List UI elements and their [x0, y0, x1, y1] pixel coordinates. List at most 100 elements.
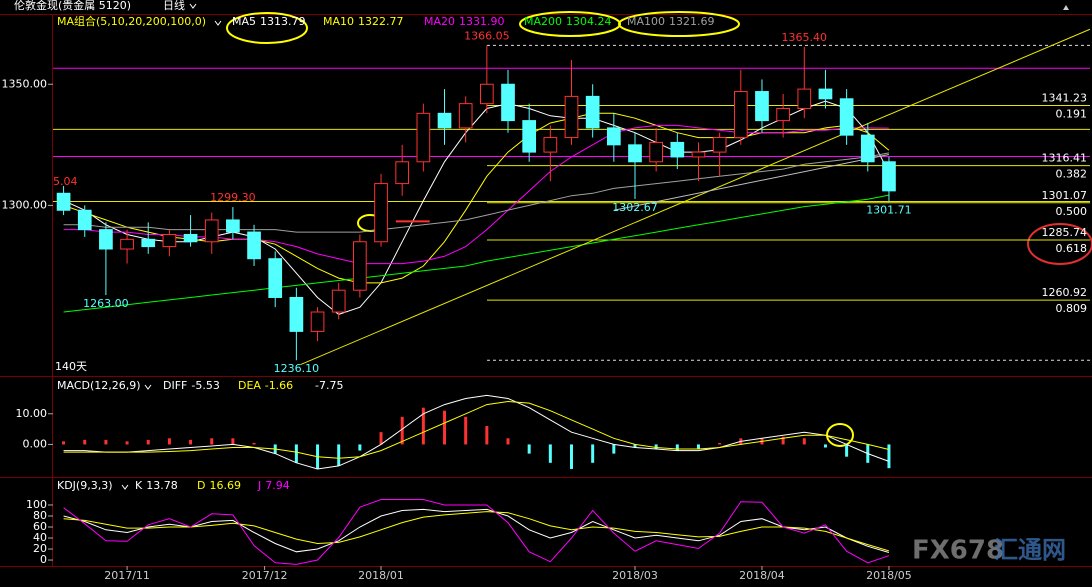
candle-body: [268, 258, 283, 298]
candle-body: [818, 88, 833, 100]
candle-body: [120, 238, 134, 250]
ma-legend-part: 1304.24: [566, 15, 612, 28]
price-label: 1263.00: [83, 297, 129, 310]
kdj-line: [63, 511, 890, 552]
candle-body: [416, 112, 431, 163]
y-tick-label: 40: [33, 531, 47, 544]
candle-body: [691, 151, 706, 158]
kdj-legend: K 13.78: [135, 479, 178, 492]
ma-line: [63, 124, 889, 265]
macd-line: [63, 394, 890, 470]
kdj-line: [63, 499, 890, 565]
kdj-legend-part: 7.94: [265, 479, 290, 492]
y-tick-label: 100: [26, 498, 47, 511]
price-label: 1299.30: [210, 191, 256, 204]
candle-body: [860, 134, 875, 163]
candle-body: [755, 91, 769, 122]
price-label: 1301.71: [866, 203, 912, 216]
candle-body: [162, 233, 177, 248]
candle-body: [310, 311, 325, 332]
fib-value: 1316.41: [1042, 152, 1088, 165]
watermark-brand: FX678: [912, 536, 1004, 566]
macd-legend: DEA -1.66: [238, 379, 293, 392]
candle-body: [99, 229, 113, 250]
candle-body: [882, 161, 896, 192]
price-label: 1236.10: [274, 362, 320, 375]
price-label: 1365.40: [782, 31, 828, 44]
y-tick-label: 0.00: [23, 437, 48, 450]
watermark-name: 汇通网: [994, 536, 1066, 564]
kdj-line: [63, 508, 890, 553]
candle-body: [606, 127, 621, 146]
ma-legend: MA200 1304.24: [524, 15, 612, 28]
edge-label: 5.04: [53, 175, 78, 188]
x-tick-label: 2017/11: [104, 569, 150, 582]
dropdown-icon[interactable]: [189, 3, 197, 9]
trendline: [300, 28, 1091, 366]
candle-body: [226, 219, 240, 233]
candle-body: [585, 95, 600, 129]
ma-line: [63, 194, 889, 313]
candle-body: [776, 107, 790, 122]
candle-body: [458, 103, 473, 129]
kdj-title: KDJ(9,3,3): [57, 479, 113, 492]
kdj-legend-part: K: [135, 479, 143, 492]
trendline: [613, 154, 890, 211]
candle-body: [797, 88, 812, 109]
fib-ratio: 0.191: [1056, 108, 1088, 121]
ma-title[interactable]: MA组合(5,10,20,200,100,0): [57, 14, 206, 28]
candle-body: [670, 141, 685, 158]
candle-body: [331, 289, 346, 313]
y-tick-label: 0: [40, 553, 47, 566]
x-tick-label: 2018/03: [612, 569, 658, 582]
candle-body: [204, 219, 219, 243]
candle-body: [479, 83, 494, 105]
y-tick-label: 20: [33, 542, 47, 555]
candle-body: [628, 144, 642, 163]
y-tick-label: 10.00: [16, 407, 48, 420]
fib-ratio: 0.500: [1056, 205, 1088, 218]
candle-body: [183, 233, 198, 243]
x-tick-label: 2018/01: [358, 569, 404, 582]
kdj-legend: D 16.69: [197, 479, 241, 492]
macd-latest: -7.75: [315, 379, 343, 392]
ma-legend-part: MA10: [323, 15, 354, 28]
kdj-legend: J 7.94: [257, 479, 290, 492]
price-label: 1366.05: [464, 29, 510, 42]
candle-body: [353, 241, 367, 291]
ma-legend-part: 1321.69: [669, 15, 715, 28]
macd-title: MACD(12,26,9): [57, 379, 141, 392]
candle-body: [649, 141, 664, 163]
candle-body: [247, 231, 261, 260]
y-tick-label: 80: [33, 509, 47, 522]
candle-body: [437, 112, 452, 129]
macd-line: [63, 400, 890, 459]
y-tick-label: 1350.00: [2, 77, 48, 90]
macd-legend-part: DIFF: [163, 379, 187, 392]
ma-legend: MA20 1331.90: [424, 15, 505, 28]
macd-legend-part: -1.66: [265, 379, 293, 392]
ma-legend: MA100 1321.69: [627, 15, 715, 28]
candle-body: [522, 120, 537, 153]
fib-value: 1285.74: [1042, 226, 1088, 239]
ma-legend-part: 1313.79: [260, 15, 306, 28]
candle-body: [564, 95, 579, 139]
ma-legend-part: 1331.90: [459, 15, 505, 28]
dropdown-icon[interactable]: [214, 20, 222, 26]
period-selector[interactable]: 日线: [163, 0, 185, 12]
kdj-legend-part: J: [257, 479, 261, 492]
candle-body: [733, 91, 748, 139]
candle-body: [501, 83, 515, 122]
price-label: 1302.67: [612, 201, 658, 214]
kdj-legend-part: 13.78: [146, 479, 178, 492]
fib-ratio: 0.382: [1056, 168, 1088, 181]
candle-body: [77, 209, 92, 231]
candle-body: [56, 192, 71, 211]
dropdown-icon: [121, 484, 129, 490]
kdj-legend-part: 16.69: [209, 479, 241, 492]
candle-body: [543, 137, 558, 153]
dropdown-icon: [144, 384, 152, 390]
x-tick-label: 2018/05: [866, 569, 912, 582]
